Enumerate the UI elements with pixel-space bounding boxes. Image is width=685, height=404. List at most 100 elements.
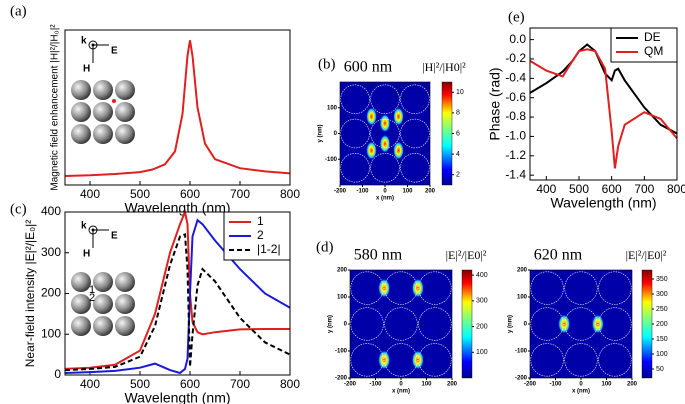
y-tick-label: -0.6 xyxy=(505,90,526,104)
y-tick-label: -0.2 xyxy=(505,51,526,65)
colorbar-tick-label: 400 xyxy=(476,272,488,279)
x-tick-label: 400 xyxy=(80,377,100,391)
data-line xyxy=(64,218,291,375)
legend-box xyxy=(610,27,678,63)
legend-label: DE xyxy=(644,30,661,44)
legend-label: 1 xyxy=(257,214,264,228)
particle-outline xyxy=(564,343,598,377)
y-tick-label: -200 xyxy=(515,376,528,382)
x-tick-label: 600 xyxy=(180,377,200,391)
sphere xyxy=(71,80,91,100)
colorbar-label: |E|²/|E0|² xyxy=(626,248,667,262)
y-tick-label: 400 xyxy=(41,204,61,218)
y-tick-label: 0 xyxy=(524,322,528,328)
y-tick-label: 300 xyxy=(41,245,61,259)
x-tick-label: 200 xyxy=(447,382,458,388)
x-tick-label: 400 xyxy=(536,182,556,196)
hotspot xyxy=(366,141,377,160)
x-tick-label: 600 xyxy=(180,187,200,201)
x-tick-label: -200 xyxy=(334,189,347,195)
legend-label: 2 xyxy=(257,228,264,242)
x-tick-label: -200 xyxy=(524,382,537,388)
colorbar-tick-label: 2 xyxy=(456,172,460,179)
colorbar-tick-label: 6 xyxy=(456,130,460,137)
x-tick-label: 100 xyxy=(402,189,413,195)
colorbar xyxy=(461,269,473,379)
hotspot xyxy=(411,278,424,298)
colorbar-tick-label: 100 xyxy=(656,351,668,358)
sphere xyxy=(93,316,113,336)
panel-label: (c) xyxy=(10,201,27,217)
sphere xyxy=(71,316,91,336)
sphere xyxy=(71,272,91,292)
plot-frame xyxy=(529,27,678,181)
colorbar-label: |E|²/|E0|² xyxy=(446,248,487,262)
y-axis-label: y (nm) xyxy=(508,315,514,333)
y-axis-label: Phase (rad) xyxy=(487,67,503,140)
x-tick-label: 500 xyxy=(569,182,589,196)
inset-label: k xyxy=(81,36,87,47)
sphere xyxy=(115,124,135,144)
x-tick-label: 100 xyxy=(601,382,612,388)
particle-outline xyxy=(350,307,384,341)
inset-label: H xyxy=(83,249,90,260)
x-axis-label: x (nm) xyxy=(572,389,590,395)
plot-frame xyxy=(64,29,291,186)
data-line xyxy=(64,232,291,372)
panel-label: (e) xyxy=(508,9,525,25)
sphere xyxy=(93,124,113,144)
y-tick-label: -0.4 xyxy=(505,71,526,85)
x-tick-label: 100 xyxy=(421,382,432,388)
y-tick-label: 100 xyxy=(517,295,528,301)
y-tick-label: 200 xyxy=(41,286,61,300)
hotspot xyxy=(378,350,391,370)
y-tick-label: 0 xyxy=(54,367,61,381)
particle-outline xyxy=(350,271,384,305)
x-tick-label: 800 xyxy=(280,377,300,391)
x-tick-label: 700 xyxy=(230,377,250,391)
hotspot xyxy=(591,314,604,334)
particle-outline xyxy=(384,271,418,305)
colorbar-tick-label: 300 xyxy=(476,298,488,305)
sphere xyxy=(93,294,113,314)
particle-outline xyxy=(564,271,598,305)
x-tick-label: 500 xyxy=(130,377,150,391)
map-title: 600 nm xyxy=(344,59,393,76)
panel-label: (d) xyxy=(316,239,334,255)
colorbar-tick-label: 8 xyxy=(456,110,460,117)
x-axis-label: Wavelength (nm) xyxy=(124,200,230,216)
x-tick-label: 0 xyxy=(383,189,387,195)
x-axis-label: x (nm) xyxy=(392,389,410,395)
y-tick-label: 0 xyxy=(334,131,338,137)
particle-outline xyxy=(530,343,564,377)
inset-label: H xyxy=(83,64,90,75)
sphere xyxy=(71,102,91,122)
particle-outline xyxy=(370,84,400,114)
y-axis-label: y (nm) xyxy=(318,124,324,142)
x-tick-label: 0 xyxy=(579,382,583,388)
data-line xyxy=(64,208,290,370)
x-axis-label: Wavelength (nm) xyxy=(550,195,656,211)
particle-outline xyxy=(598,271,632,305)
x-axis-label: Wavelength (nm) xyxy=(124,390,230,404)
colorbar-tick-label: 150 xyxy=(656,336,668,343)
y-tick-label: 0 xyxy=(344,322,348,328)
x-tick-label: 600 xyxy=(602,182,622,196)
y-axis-label: Near-field intensity |E|²/|E₀|² xyxy=(23,220,37,368)
hotspot xyxy=(379,134,391,154)
x-tick-label: 800 xyxy=(280,187,300,201)
sphere xyxy=(115,316,135,336)
colorbar-tick-label: 10 xyxy=(456,89,464,96)
field-map xyxy=(530,270,632,378)
plot-frame xyxy=(64,211,291,376)
sphere xyxy=(115,102,135,122)
panel-label: (b) xyxy=(318,56,336,72)
particle-outline xyxy=(384,307,418,341)
data-line xyxy=(529,48,678,169)
hotspot xyxy=(379,113,391,133)
colorbar-tick-label: 4 xyxy=(456,151,460,158)
y-tick-label: 100 xyxy=(337,295,348,301)
inset-label: k xyxy=(81,221,87,232)
inset-label: E xyxy=(111,231,118,242)
